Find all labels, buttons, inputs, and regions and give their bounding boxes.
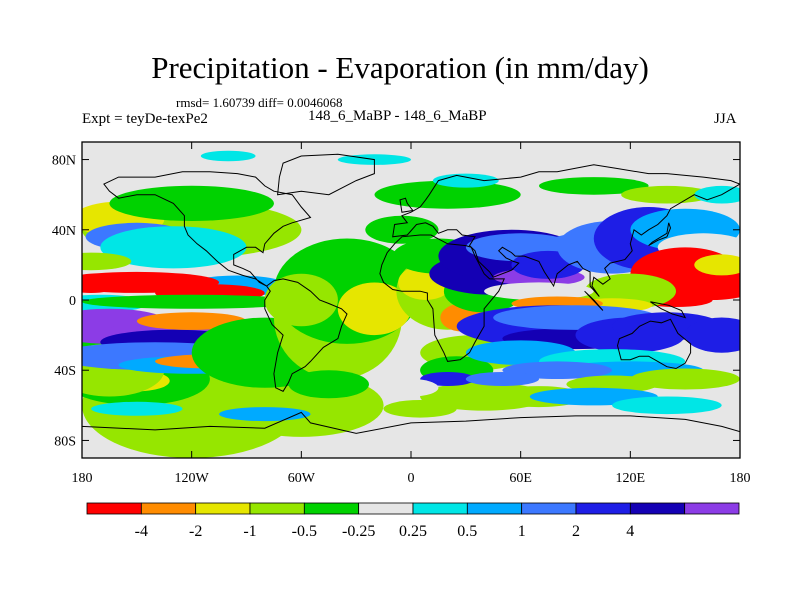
field-region-41: [365, 215, 439, 244]
x-tick-label-3: 0: [408, 471, 415, 486]
x-tick-label-6: 180: [730, 471, 751, 486]
coastline-layer: [82, 153, 740, 458]
colorbar-label-4: -0.25: [342, 523, 375, 540]
colorbar-label-3: -0.5: [292, 523, 317, 540]
y-tick-label-2: 0: [69, 294, 76, 309]
colorbar-swatch-5: [358, 502, 414, 515]
coastline-8: [650, 301, 687, 319]
field-region-75: [630, 368, 740, 390]
x-tick-label-5: 120E: [616, 471, 646, 486]
coastline-10: [648, 222, 672, 247]
field-region-30: [264, 273, 338, 327]
colorbar-swatch-6: [412, 502, 468, 515]
field-region-33: [219, 407, 311, 422]
period-label: 148_6_MaBP - 148_6_MaBP: [308, 108, 487, 124]
coastline-3: [392, 164, 740, 297]
coastline-7: [584, 290, 604, 311]
coastline-2: [379, 234, 505, 362]
colorbar-label-1: -2: [189, 523, 202, 540]
field-region-43: [374, 180, 521, 209]
field-region-89: [383, 379, 439, 397]
colorbar-swatch-1: [140, 502, 197, 515]
colorbar-swatch-7: [466, 502, 523, 515]
axes-layer: 180 120W 60W 0 60E 120E 180 80N 40N 0 40S 80S: [52, 142, 751, 486]
colorbar-label-5: 0.25: [399, 523, 427, 540]
field-region-81: [539, 177, 649, 195]
y-tick-label-3: 40S: [54, 364, 76, 379]
chart-title: Precipitation - Evaporation (in mm/day): [151, 50, 649, 85]
y-tick-label-4: 80S: [54, 434, 76, 449]
field-region-88: [465, 372, 539, 386]
x-tick-label-0: 180: [72, 471, 93, 486]
field-layer: [82, 150, 740, 458]
colorbar-swatch-11: [684, 502, 740, 515]
colorbar-label-8: 2: [572, 523, 580, 540]
field-region-16: [82, 282, 113, 293]
coastline-9: [399, 197, 414, 213]
colorbar-swatch-3: [249, 502, 305, 515]
colorbar-swatch-8: [521, 502, 577, 515]
experiment-label: Expt = teyDe-texPe2: [82, 111, 208, 127]
x-tick-label-2: 60W: [288, 471, 316, 486]
field-region-62: [484, 282, 594, 301]
colorbar: -4 -2 -1 -0.5 -0.25 0.25 0.5 1 2 4: [86, 502, 740, 540]
coastline-6: [82, 411, 740, 458]
field-region-79: [612, 396, 722, 415]
colorbar-swatch-10: [629, 502, 686, 515]
stats-label: rmsd= 1.60739 diff= 0.0046068: [176, 95, 343, 110]
coastline-5: [277, 153, 375, 196]
field-region-87: [420, 372, 475, 386]
colorbar-swatch-4: [303, 502, 360, 515]
field-region-82: [621, 185, 713, 204]
field-region-7: [109, 185, 274, 221]
field-region-11: [82, 252, 132, 271]
field-region-31: [288, 370, 369, 399]
x-tick-label-1: 120W: [175, 471, 210, 486]
field-region-56: [666, 272, 740, 300]
x-tick-label-4: 60E: [509, 471, 532, 486]
coastline-0: [103, 171, 312, 287]
colorbar-swatch-0: [86, 502, 142, 515]
colorbar-label-7: 1: [518, 523, 526, 540]
field-region-72: [694, 254, 740, 276]
field-region-18: [82, 294, 302, 309]
field-region-86: [82, 184, 119, 199]
field-region-71: [685, 317, 740, 353]
y-tick-label-0: 80N: [52, 154, 76, 169]
season-label: JJA: [714, 111, 737, 127]
y-tick-label-1: 40N: [52, 224, 76, 239]
field-region-32: [91, 401, 183, 416]
field-region-85: [200, 150, 256, 162]
colorbar-label-0: -4: [135, 523, 148, 540]
coastline-4: [616, 318, 692, 370]
coastline-1: [264, 278, 348, 392]
field-region-8: [100, 226, 247, 269]
colorbar-swatch-2: [195, 502, 251, 515]
colorbar-swatch-9: [575, 502, 631, 515]
colorbar-label-2: -1: [243, 523, 256, 540]
colorbar-label-9: 4: [626, 523, 634, 540]
colorbar-label-6: 0.5: [457, 523, 477, 540]
field-region-29: [337, 282, 411, 336]
